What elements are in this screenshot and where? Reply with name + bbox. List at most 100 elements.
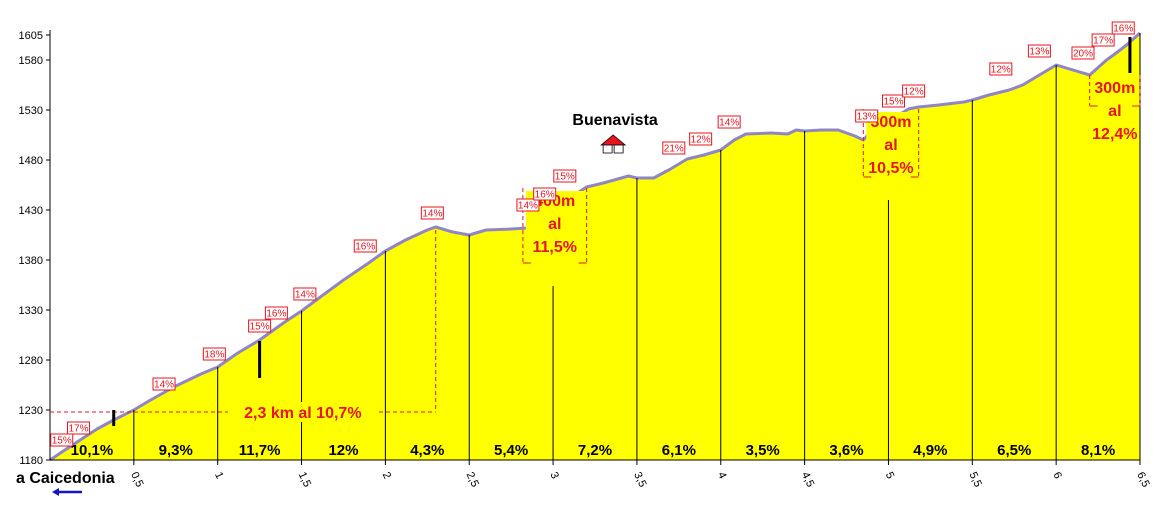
y-tick-label: 1480 xyxy=(19,155,43,167)
y-tick-label: 1605 xyxy=(19,30,43,42)
grade-badge-label: 13% xyxy=(857,112,877,123)
grade-badge-label: 14% xyxy=(295,290,315,301)
segment-gradient-label: 4,3% xyxy=(410,442,444,459)
elevation-area xyxy=(50,33,1140,460)
grade-badge-label: 16% xyxy=(266,309,286,320)
y-tick-label: 1380 xyxy=(19,255,43,267)
label-layer: 10,1% 9,3% 11,7% 12% 4,3% 5,4% 7,2% 6,1% 3,5% 3,6… xyxy=(71,112,1116,459)
grade-badge-label: 12% xyxy=(904,87,924,98)
segment-gradient-label: 12% xyxy=(328,442,358,459)
grade-badge-label: 12% xyxy=(991,65,1011,76)
y-tick-label: 1180 xyxy=(19,455,43,467)
grade-badge xyxy=(1111,21,1135,35)
climb-label: al xyxy=(1108,103,1121,120)
segment-gradient-label: 6,1% xyxy=(662,442,696,459)
grade-badge xyxy=(353,239,377,253)
segment-gradient-label: 11,7% xyxy=(239,442,281,459)
area-layer xyxy=(49,31,1142,462)
grade-badge-label: 13% xyxy=(1029,47,1049,58)
climb-label-bg xyxy=(1092,78,1137,129)
grade-badge-label: 15% xyxy=(52,436,72,447)
house-roof xyxy=(600,134,627,146)
grade-badge xyxy=(264,306,288,320)
y-tick-label: 1330 xyxy=(19,305,43,317)
grade-badge-label: 21% xyxy=(664,144,684,155)
x-tick-label: 4,5 xyxy=(799,470,816,489)
grade-badge xyxy=(881,94,905,108)
segment-gradient-label: 3,5% xyxy=(746,442,780,459)
y-tick-label: 1280 xyxy=(19,355,43,367)
y-tick-label: 1430 xyxy=(19,205,43,217)
segment-gradient-label: 5,4% xyxy=(494,442,528,459)
grade-badge xyxy=(516,198,540,212)
segment-gradient-label: 7,2% xyxy=(578,442,612,459)
x-tick-label: 5,5 xyxy=(967,470,984,489)
climb-label: 11,5% xyxy=(533,239,577,256)
grade-badge-label: 15% xyxy=(883,97,903,108)
grade-badge xyxy=(152,377,176,391)
badge-layer: 15%17%14%18%15%16%14%16%14%14%16%15%21%1… xyxy=(50,21,1135,447)
place-label: Buenavista xyxy=(572,112,657,129)
grade-badge-label: 20% xyxy=(1073,49,1093,60)
grade-badge xyxy=(202,347,226,361)
axes-layer: 1180 1230 1280 1330 1380 1430 1480 1530 1580 1605… xyxy=(19,30,1152,489)
grade-badge-label: 16% xyxy=(1113,24,1133,35)
grade-badge-label: 17% xyxy=(1093,36,1113,47)
grade-badge-label: 17% xyxy=(68,424,88,435)
grade-badge xyxy=(662,141,686,155)
segment-gradient-label: 3,6% xyxy=(829,442,863,459)
segment-gradient-label: 8,1% xyxy=(1081,442,1115,459)
x-tick-label: 6 xyxy=(1050,470,1063,481)
grade-badge xyxy=(855,109,879,123)
climb-label-bg xyxy=(227,402,378,422)
x-tick-label: 3,5 xyxy=(631,470,648,489)
grade-badge xyxy=(1071,46,1095,60)
y-tick-label: 1530 xyxy=(19,105,43,117)
x-tick-label: 1,5 xyxy=(296,470,313,489)
grade-badge-label: 16% xyxy=(535,190,555,201)
grade-badge-label: 15% xyxy=(555,172,575,183)
climb-label: 12,4% xyxy=(1092,126,1137,143)
grade-badge xyxy=(1091,33,1115,47)
x-tick-label: 3 xyxy=(547,470,560,481)
climb-label: 10,5% xyxy=(868,160,913,177)
y-tick-label: 1580 xyxy=(19,55,43,67)
annotation-layer: 2,3 km al 10,7%400mal11,5%300mal10,5%300… xyxy=(50,37,1141,426)
grade-badge xyxy=(67,421,91,435)
direction-label: a Caicedonia xyxy=(16,470,115,487)
house-icon xyxy=(600,134,627,154)
x-tick-label: 4 xyxy=(715,470,728,481)
grade-badge xyxy=(533,187,557,201)
grade-badge-label: 14% xyxy=(422,209,442,220)
grade-badge xyxy=(1027,44,1051,58)
grade-badge-label: 18% xyxy=(204,350,224,361)
x-tick-label: 6,5 xyxy=(1134,470,1151,489)
x-tick-label: 1 xyxy=(212,470,225,481)
grade-badge-label: 16% xyxy=(355,242,375,253)
segment-gradient-label: 4,9% xyxy=(913,442,947,459)
climb-label: al xyxy=(884,137,897,154)
climb-label: 2,3 km al 10,7% xyxy=(244,405,361,422)
climb-label: 300m xyxy=(1094,80,1135,97)
x-tick-label: 2 xyxy=(380,470,393,481)
grade-badge xyxy=(553,169,577,183)
house-body xyxy=(602,144,613,154)
grade-badge-label: 14% xyxy=(518,201,538,212)
x-tick-label: 0,5 xyxy=(128,470,145,489)
grade-badge xyxy=(420,206,444,220)
grade-badge xyxy=(717,115,741,129)
house-body xyxy=(613,144,624,154)
segment-gradient-label: 10,1% xyxy=(71,442,114,459)
grade-badge-label: 12% xyxy=(691,135,711,146)
grade-badge xyxy=(293,287,317,301)
climb-label: al xyxy=(548,216,561,233)
segment-gradient-label: 6,5% xyxy=(997,442,1031,459)
grade-badge xyxy=(248,319,272,333)
y-tick-label: 1230 xyxy=(19,405,43,417)
grade-badge xyxy=(50,433,74,447)
grade-badge-label: 14% xyxy=(719,118,739,129)
x-tick-label: 2,5 xyxy=(464,470,481,489)
grade-badge-label: 14% xyxy=(154,380,174,391)
segment-gradient-label: 9,3% xyxy=(159,442,193,459)
